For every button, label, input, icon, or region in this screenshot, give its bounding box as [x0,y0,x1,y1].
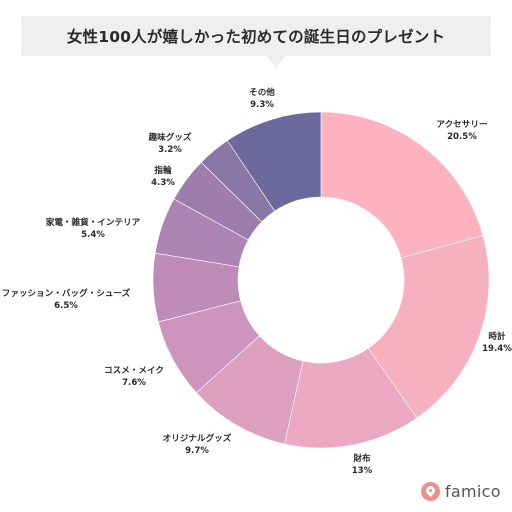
slice-label-8: 指輪 [154,164,172,176]
slice-label-9: 趣味グッズ [148,131,192,143]
slice-value-6: 6.5% [54,301,78,311]
slice-labels: アクセサリー 20.5% 時計 19.4% 財布 13% オリジナルグッズ 9.7% コスメ・メ… [2,86,512,476]
chart-title: 女性100人が嬉しかった初めての誕生日のプレゼント [66,28,446,46]
slice-value-4: 9.7% [185,446,209,456]
slice-label-5: コスメ・メイク [104,365,164,376]
slice-value-10: 9.3% [250,100,274,110]
slice-value-2: 19.4% [482,344,512,354]
brand-name: famico [445,481,501,501]
slice-value-8: 4.3% [151,178,175,188]
slice-label-3: 財布 [352,452,371,464]
donut-slices [152,111,490,449]
slice-2 [367,235,490,419]
slice-value-5: 7.6% [122,378,146,388]
slice-label-1: アクセサリー [436,119,487,130]
famico-brand: famico [421,480,501,502]
slice-value-7: 5.4% [81,230,105,240]
slice-label-2: 時計 [488,330,506,342]
slice-label-7: 家電・雑貨・インテリア [46,216,141,228]
slice-1 [320,111,484,259]
slice-value-9: 3.2% [158,145,182,155]
famico-logo-icon [421,481,440,501]
slice-value-3: 13% [352,466,373,476]
slice-10 [226,111,322,212]
slice-value-1: 20.5% [447,132,477,142]
slice-label-4: オリジナルグッズ [163,432,232,444]
slice-label-10: その他 [249,86,275,98]
title-speech-bubble: 女性100人が嬉しかった初めての誕生日のプレゼント [21,16,491,69]
slice-label-6: ファッション・バッグ・シューズ [2,287,131,299]
